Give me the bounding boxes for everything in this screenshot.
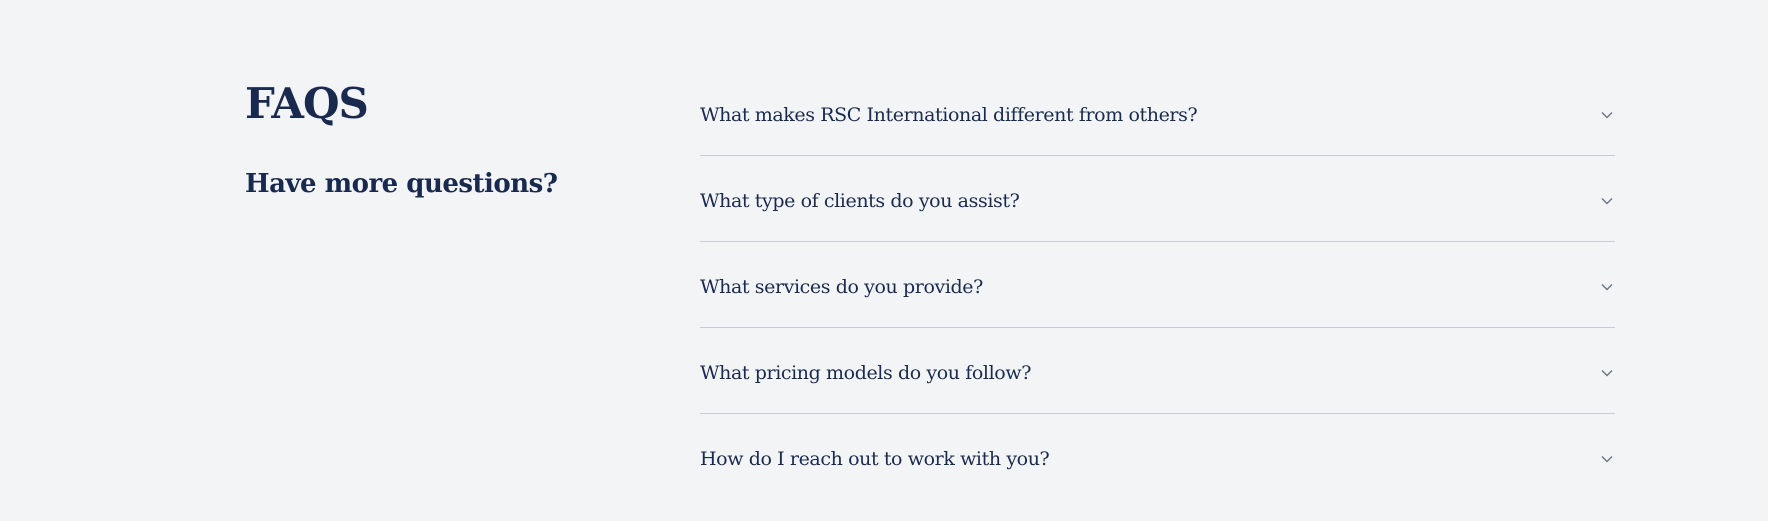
faq-subtitle: Have more questions? [245, 169, 558, 199]
faq-question: What services do you provide? [700, 275, 983, 298]
chevron-down-icon[interactable] [1599, 447, 1615, 467]
faq-item[interactable]: What type of clients do you assist? [700, 156, 1615, 242]
faq-question: What makes RSC International different f… [700, 103, 1198, 126]
faq-item[interactable]: What services do you provide? [700, 242, 1615, 328]
chevron-down-icon[interactable] [1599, 361, 1615, 381]
faq-accordion: What makes RSC International different f… [700, 70, 1615, 500]
chevron-down-icon[interactable] [1599, 189, 1615, 209]
chevron-down-icon[interactable] [1599, 103, 1615, 123]
page-title: FAQS [245, 79, 369, 128]
faq-question: How do I reach out to work with you? [700, 448, 1050, 470]
faq-item[interactable]: How do I reach out to work with you? [700, 414, 1615, 500]
faq-question: What pricing models do you follow? [700, 361, 1031, 384]
faq-header: FAQS Have more questions? [245, 70, 665, 202]
chevron-down-icon[interactable] [1599, 275, 1615, 295]
faq-question: What type of clients do you assist? [700, 189, 1020, 212]
faq-item[interactable]: What makes RSC International different f… [700, 70, 1615, 156]
faq-item[interactable]: What pricing models do you follow? [700, 328, 1615, 414]
